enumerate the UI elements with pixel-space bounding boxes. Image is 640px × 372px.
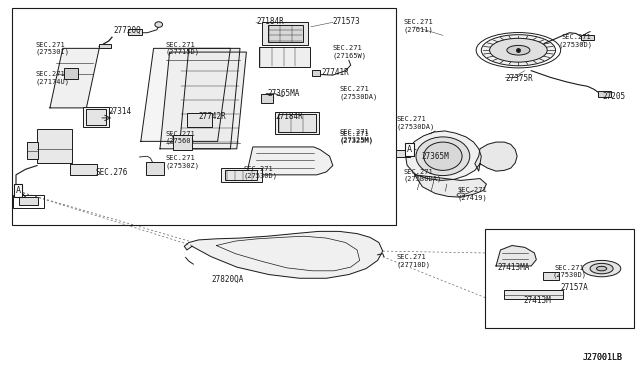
Text: SEC.271
(27165W): SEC.271 (27165W) bbox=[333, 45, 367, 59]
Text: SEC.271
(27611): SEC.271 (27611) bbox=[403, 19, 433, 33]
Bar bbox=[64, 68, 78, 79]
Text: SEC.271
(27530Z): SEC.271 (27530Z) bbox=[165, 155, 199, 169]
Bar bbox=[262, 22, 308, 45]
Text: 27184R: 27184R bbox=[275, 112, 303, 121]
Bar bbox=[581, 35, 594, 40]
Text: 27375R: 27375R bbox=[506, 74, 533, 83]
Text: SEC.271
(27530D): SEC.271 (27530D) bbox=[243, 166, 277, 179]
Bar bbox=[37, 129, 72, 163]
Ellipse shape bbox=[596, 266, 607, 271]
Text: SEC.271
(27530D): SEC.271 (27530D) bbox=[559, 34, 593, 48]
Text: 27365MA: 27365MA bbox=[268, 89, 300, 97]
Polygon shape bbox=[50, 48, 99, 108]
Bar bbox=[275, 112, 319, 134]
Polygon shape bbox=[160, 52, 246, 149]
Polygon shape bbox=[184, 231, 383, 278]
Text: SEC.271
(27710D): SEC.271 (27710D) bbox=[397, 254, 431, 268]
Text: 27157A: 27157A bbox=[561, 283, 589, 292]
Ellipse shape bbox=[490, 38, 547, 62]
Bar bbox=[19, 197, 38, 205]
Bar bbox=[13, 195, 44, 208]
Ellipse shape bbox=[424, 142, 462, 170]
Polygon shape bbox=[475, 142, 517, 171]
Bar bbox=[485, 229, 634, 328]
Bar bbox=[187, 113, 212, 127]
Bar bbox=[83, 107, 109, 127]
Bar bbox=[278, 114, 316, 132]
Bar bbox=[173, 135, 192, 150]
Polygon shape bbox=[246, 147, 333, 175]
Polygon shape bbox=[179, 48, 240, 149]
Bar bbox=[598, 91, 611, 97]
Text: J27001LB: J27001LB bbox=[583, 353, 623, 362]
Polygon shape bbox=[415, 175, 486, 197]
Bar bbox=[221, 168, 262, 182]
Ellipse shape bbox=[481, 35, 556, 66]
Text: SEC.271
(27174U): SEC.271 (27174U) bbox=[35, 71, 69, 85]
Bar bbox=[504, 290, 563, 299]
Text: A: A bbox=[15, 186, 20, 195]
Text: J27001LB: J27001LB bbox=[583, 353, 623, 362]
Text: 27314: 27314 bbox=[109, 107, 132, 116]
Bar bbox=[268, 25, 303, 42]
Text: 27742R: 27742R bbox=[198, 112, 226, 121]
Ellipse shape bbox=[582, 260, 621, 277]
Bar bbox=[259, 46, 310, 67]
Text: SEC.271
(27530DA): SEC.271 (27530DA) bbox=[403, 169, 442, 182]
Bar bbox=[27, 142, 38, 159]
Bar bbox=[99, 44, 111, 48]
Text: SEC.271
(27325M): SEC.271 (27325M) bbox=[339, 131, 373, 144]
Bar bbox=[312, 70, 320, 76]
Text: SEC.271
(27325M): SEC.271 (27325M) bbox=[339, 129, 373, 142]
Text: 271573: 271573 bbox=[333, 17, 360, 26]
Text: 27413M: 27413M bbox=[524, 296, 552, 305]
Text: 27741R: 27741R bbox=[321, 68, 349, 77]
Polygon shape bbox=[406, 131, 481, 180]
Ellipse shape bbox=[457, 193, 465, 197]
Bar bbox=[543, 272, 559, 280]
Polygon shape bbox=[141, 48, 230, 141]
Text: 27205: 27205 bbox=[603, 92, 626, 101]
Bar bbox=[396, 150, 410, 157]
Bar bbox=[261, 94, 273, 103]
Text: SEC.271
(27715D): SEC.271 (27715D) bbox=[165, 42, 199, 55]
Ellipse shape bbox=[155, 22, 163, 28]
Text: SEC.271
(27419): SEC.271 (27419) bbox=[458, 187, 487, 201]
Polygon shape bbox=[496, 246, 536, 266]
Bar bbox=[146, 162, 164, 175]
Bar bbox=[128, 29, 142, 35]
Text: SEC.276: SEC.276 bbox=[96, 168, 129, 177]
Text: SEC.271
(27530DA): SEC.271 (27530DA) bbox=[397, 116, 435, 129]
Ellipse shape bbox=[590, 263, 613, 274]
Text: 27184R: 27184R bbox=[256, 17, 284, 26]
Bar bbox=[70, 164, 97, 175]
Text: 27365M: 27365M bbox=[421, 153, 449, 161]
Ellipse shape bbox=[416, 137, 470, 176]
Text: 27820QA: 27820QA bbox=[211, 275, 244, 284]
Text: SEC.271
(27530D): SEC.271 (27530D) bbox=[552, 265, 587, 278]
Bar bbox=[12, 8, 396, 225]
Text: 27720Q: 27720Q bbox=[114, 26, 141, 35]
Bar bbox=[86, 109, 106, 125]
Text: A: A bbox=[407, 145, 412, 154]
Text: SEC.271
(27560): SEC.271 (27560) bbox=[165, 131, 195, 144]
Bar bbox=[225, 170, 257, 180]
Text: 27413MA: 27413MA bbox=[498, 263, 531, 272]
Ellipse shape bbox=[507, 45, 530, 55]
Text: SEC.271
(27530DA): SEC.271 (27530DA) bbox=[339, 86, 378, 100]
Text: SEC.271
(27530I): SEC.271 (27530I) bbox=[35, 42, 69, 55]
